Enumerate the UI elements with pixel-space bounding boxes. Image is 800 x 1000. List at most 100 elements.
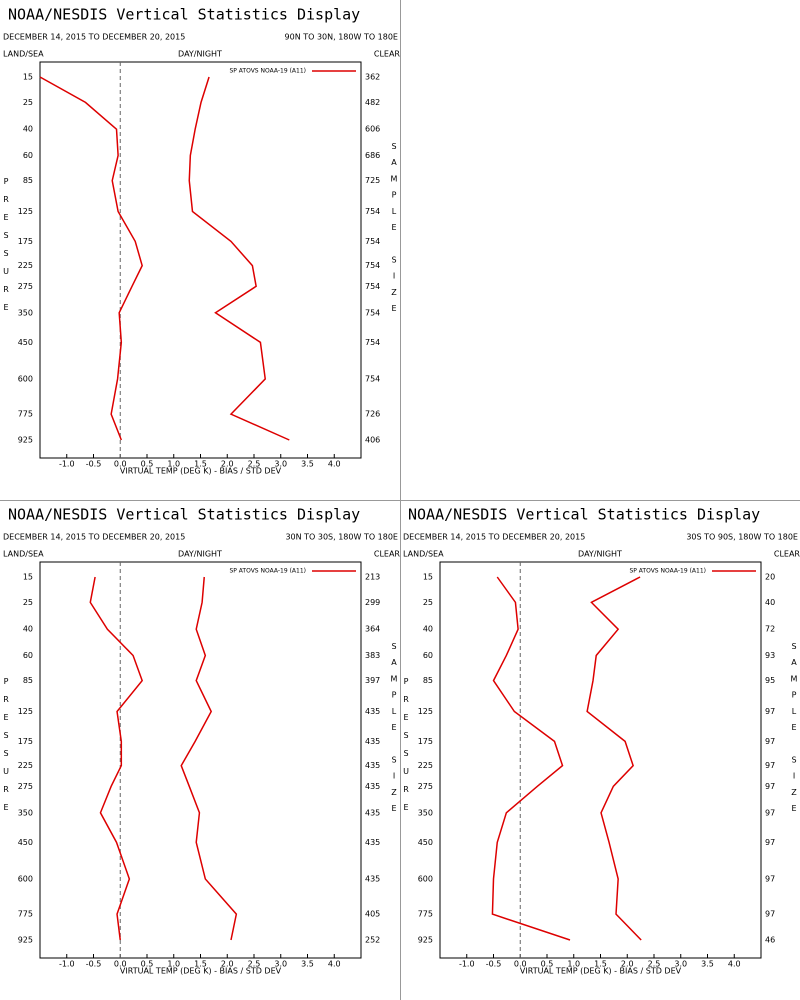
sample-size: 97 [765, 707, 775, 716]
panel: NOAA/NESDIS Vertical Statistics Display D… [3, 6, 400, 476]
y-tick-label: 275 [418, 782, 433, 791]
sample-size: 97 [765, 737, 775, 746]
x-tick-label: 3.0 [274, 960, 287, 969]
y-tick-label: 25 [423, 598, 433, 607]
x-tick-label: 1.0 [167, 960, 180, 969]
sample-size: 686 [365, 151, 380, 160]
sample-size: 606 [365, 125, 380, 134]
clear-label: CLEAR [374, 550, 401, 559]
x-axis-label: VIRTUAL TEMP (DEG K) - BIAS / STD DEV [120, 967, 282, 976]
x-tick-label: 2.0 [221, 960, 234, 969]
sample-size: 362 [365, 73, 380, 82]
region: 30N TO 30S, 180W TO 180E [285, 533, 398, 542]
sample-size: 299 [365, 598, 380, 607]
sample-size: 364 [365, 625, 380, 634]
y-tick-label: 775 [18, 410, 33, 419]
y-tick-label: 450 [18, 338, 33, 347]
sample-size: 213 [365, 573, 380, 582]
x-tick-label: 0.0 [114, 460, 127, 469]
y-tick-label: 175 [18, 237, 33, 246]
sample-size: 72 [765, 625, 775, 634]
series-line [39, 76, 143, 441]
x-tick-label: 1.0 [167, 460, 180, 469]
x-tick-label: 0.5 [141, 460, 154, 469]
region: 90N TO 30N, 180W TO 180E [285, 33, 398, 42]
sample-size: 754 [365, 308, 380, 317]
y-tick-label: 225 [18, 261, 33, 270]
y-tick-label: 40 [423, 625, 433, 634]
sample-size: 40 [765, 598, 775, 607]
chart-title: NOAA/NESDIS Vertical Statistics Display [8, 6, 360, 24]
day-night-label: DAY/NIGHT [578, 550, 622, 559]
x-tick-label: 0.0 [114, 960, 127, 969]
series-line [180, 576, 238, 941]
y-tick-label: 85 [423, 676, 433, 685]
x-tick-label: 1.5 [594, 960, 607, 969]
x-tick-label: -1.0 [59, 460, 75, 469]
x-tick-label: 3.5 [301, 460, 314, 469]
sample-size: 405 [365, 910, 380, 919]
y-tick-label: 925 [418, 936, 433, 945]
sample-size: 97 [765, 782, 775, 791]
y-tick-label: 600 [18, 874, 33, 883]
x-tick-label: 2.5 [648, 960, 661, 969]
x-tick-label: -0.5 [486, 960, 502, 969]
x-tick-label: 2.5 [248, 460, 261, 469]
y-tick-label: 15 [23, 73, 33, 82]
sample-size: 46 [765, 936, 775, 945]
x-tick-label: 0.5 [141, 960, 154, 969]
x-tick-label: 1.5 [194, 460, 207, 469]
land-sea-label: LAND/SEA [3, 550, 44, 559]
sample-size: 20 [765, 573, 775, 582]
x-tick-label: -0.5 [86, 960, 102, 969]
clear-label: CLEAR [374, 50, 401, 59]
legend-label: SP ATOVS NOAA-19 (A11) [629, 568, 706, 575]
y-tick-label: 350 [18, 308, 33, 317]
y-tick-label: 600 [18, 374, 33, 383]
region: 30S TO 90S, 180W TO 180E [686, 533, 798, 542]
y-tick-label: 350 [18, 808, 33, 817]
x-tick-label: 2.0 [621, 960, 634, 969]
y-tick-label: 275 [18, 282, 33, 291]
sample-size: 435 [365, 782, 380, 791]
y-tick-label: 775 [418, 910, 433, 919]
sample-size: 726 [365, 410, 380, 419]
x-tick-label: 3.0 [674, 960, 687, 969]
sample-size: 754 [365, 261, 380, 270]
x-axis-label: VIRTUAL TEMP (DEG K) - BIAS / STD DEV [120, 467, 282, 476]
y-tick-label: 275 [18, 782, 33, 791]
y-tick-label: 350 [418, 808, 433, 817]
y-tick-label: 60 [423, 651, 433, 660]
date-range: DECEMBER 14, 2015 TO DECEMBER 20, 2015 [3, 33, 185, 42]
y-tick-label: 775 [18, 910, 33, 919]
sample-size: 435 [365, 707, 380, 716]
y-tick-label: 225 [418, 761, 433, 770]
y-tick-label: 85 [23, 676, 33, 685]
y-tick-label: 15 [23, 573, 33, 582]
sample-size: 754 [365, 237, 380, 246]
y-tick-label: 600 [418, 874, 433, 883]
y-tick-label: 450 [418, 838, 433, 847]
sample-size: 754 [365, 338, 380, 347]
series-line [89, 576, 144, 941]
sample-size: 95 [765, 676, 775, 685]
y-tick-label: 125 [18, 707, 33, 716]
y-tick-label: 175 [18, 737, 33, 746]
panel: NOAA/NESDIS Vertical Statistics Display D… [403, 506, 800, 976]
sample-size: 435 [365, 874, 380, 883]
y-tick-label: 60 [23, 151, 33, 160]
date-range: DECEMBER 14, 2015 TO DECEMBER 20, 2015 [403, 533, 585, 542]
sample-size: 482 [365, 98, 380, 107]
x-tick-label: 2.0 [221, 460, 234, 469]
x-tick-label: 3.5 [701, 960, 714, 969]
y-tick-label: 450 [18, 838, 33, 847]
sample-size: 754 [365, 282, 380, 291]
sample-size: 97 [765, 838, 775, 847]
x-axis-label: VIRTUAL TEMP (DEG K) - BIAS / STD DEV [520, 967, 682, 976]
x-tick-label: -1.0 [59, 960, 75, 969]
x-tick-label: 0.5 [541, 960, 554, 969]
x-tick-label: 3.5 [301, 960, 314, 969]
